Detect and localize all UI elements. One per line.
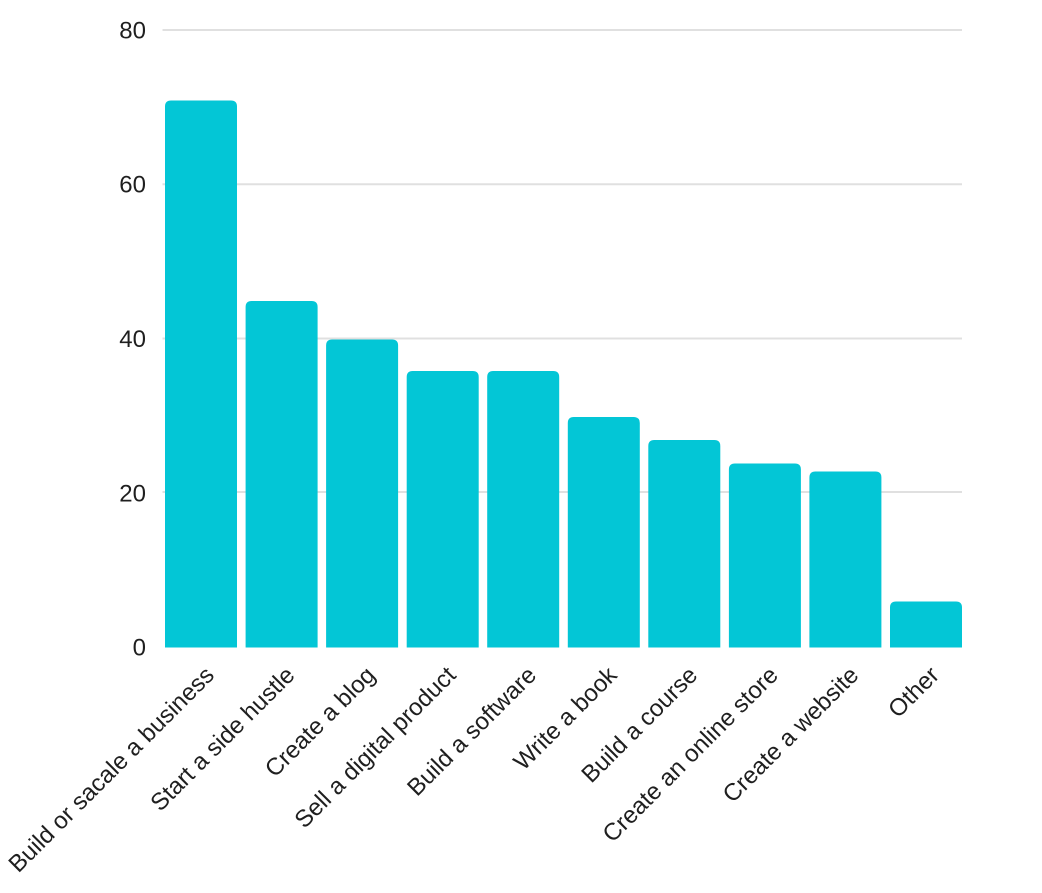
svg-text:0: 0: [133, 635, 146, 662]
svg-text:40: 40: [119, 326, 146, 353]
svg-text:20: 20: [119, 480, 146, 507]
svg-text:80: 80: [119, 18, 146, 45]
svg-text:60: 60: [119, 172, 146, 199]
